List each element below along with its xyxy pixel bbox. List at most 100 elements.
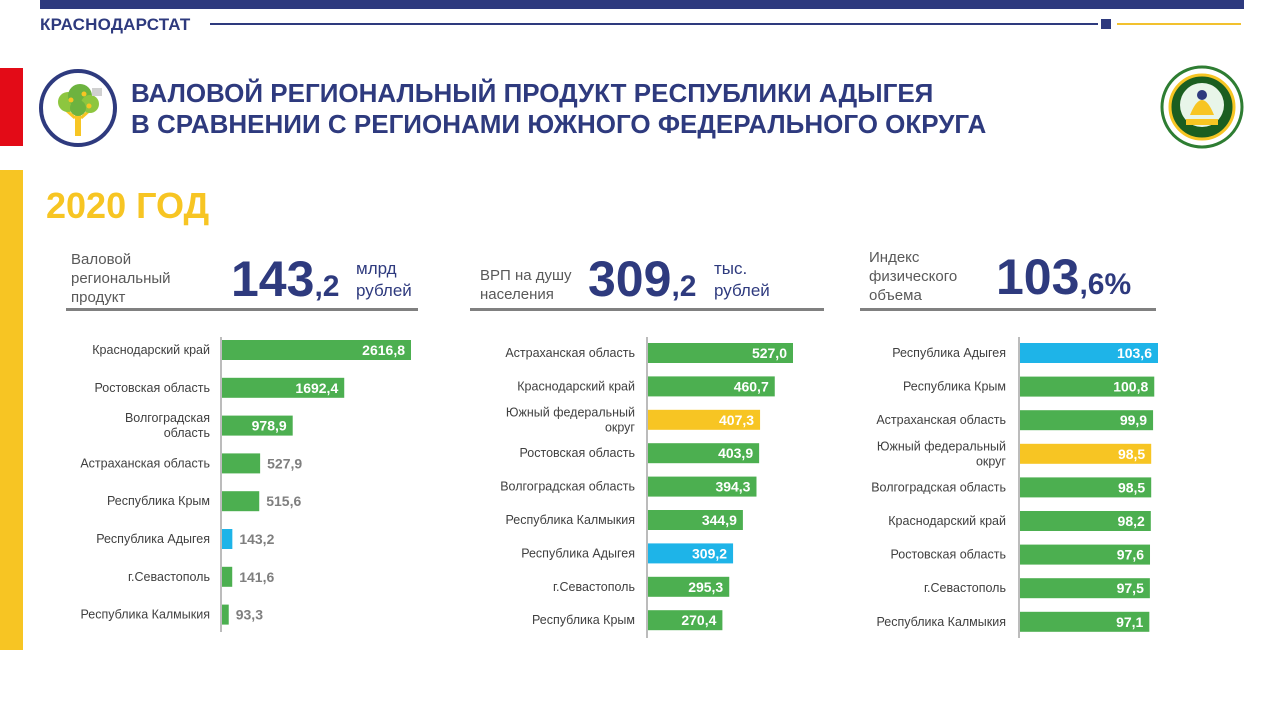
kpi-3-underline [860, 308, 1156, 311]
kpi-1-value-int: 143 [231, 251, 315, 307]
tree-logo-icon [39, 69, 117, 147]
chart-2-value-label: 344,9 [702, 512, 737, 528]
chart-1-category-label: Волгоградская [125, 411, 210, 425]
chart-2-bar [648, 343, 793, 363]
chart-3-bar [1020, 443, 1152, 464]
chart-2-value-label: 407,3 [719, 412, 754, 428]
chart-2-value-label: 309,2 [692, 545, 727, 561]
kpi-3-value: 103,6% [996, 248, 1131, 306]
chart-3-value-label: 99,9 [1120, 412, 1147, 428]
chart-1-bar [222, 415, 293, 436]
kpi-2-label-line: ВРП на душу [480, 267, 572, 284]
top-bar [40, 0, 1244, 9]
chart-1-bar [222, 529, 233, 549]
chart-2-value-label: 527,0 [752, 345, 787, 361]
kpi-1-label-line: Валовой [71, 251, 132, 268]
chart-2-bar [648, 476, 757, 497]
chart-3-value-label: 97,1 [1116, 614, 1143, 630]
chart-3-value-label: 100,8 [1113, 379, 1148, 395]
kpi-2-value: 309,2 [588, 250, 696, 308]
title-line-1: ВАЛОВОЙ РЕГИОНАЛЬНЫЙ ПРОДУКТ РЕСПУБЛИКИ … [131, 78, 934, 108]
chart-2-category-label: округ [605, 420, 635, 434]
chart-2-category-label: Астраханская область [505, 346, 635, 360]
chart-1-bar [222, 491, 260, 512]
kpi-2-label: ВРП на душу населения [480, 266, 572, 304]
kpi-3-label-line: физического [869, 268, 958, 285]
chart-1-value-label: 2616,8 [362, 342, 405, 358]
chart-2-category-label: Южный федеральный [506, 405, 635, 419]
yellow-accent-bar [0, 170, 23, 650]
chart-1-category-label: область [164, 426, 210, 440]
chart-3-category-label: Республика Калмыкия [876, 615, 1006, 629]
kpi-1-label: Валовой региональный продукт [71, 250, 171, 307]
chart-2-bar [648, 376, 775, 397]
kpi-2-value-frac: ,2 [671, 270, 697, 303]
chart-2-category-label: Краснодарский край [517, 379, 635, 393]
chart-1-value-label: 143,2 [239, 531, 274, 547]
chart-1-value-label: 978,9 [252, 418, 287, 434]
chart-2-value-label: 270,4 [681, 612, 716, 628]
kpi-1-unit-line: рублей [356, 281, 412, 300]
chart-3-value-label: 98,5 [1118, 479, 1145, 495]
brand-divider-accent [1117, 23, 1241, 25]
chart-1-bar [222, 453, 261, 474]
chart-3-bar [1020, 511, 1151, 531]
kpi-2-unit-line: тыс. [714, 259, 748, 278]
chart-3-value-label: 97,5 [1117, 580, 1144, 596]
chart-3-bar [1020, 477, 1152, 498]
red-accent-bar [0, 68, 23, 146]
chart-3-category-label: Республика Адыгея [892, 346, 1006, 360]
coat-of-arms-emblem-icon [1160, 65, 1244, 149]
kpi-2-label-line: населения [480, 286, 554, 303]
chart-3-category-label: округ [976, 454, 1006, 468]
kpi-3-value-int: 103 [996, 249, 1080, 305]
chart-1-bar [222, 566, 233, 587]
kpi-1-value: 143,2 [231, 250, 339, 308]
chart-1-bar [222, 377, 345, 398]
kpi-1-underline [66, 308, 418, 311]
kpi-3-label: Индекс физического объема [869, 248, 957, 305]
chart-3-category-label: г.Севастополь [924, 581, 1006, 595]
chart-2-bar [648, 543, 734, 564]
chart-3-category-label: Республика Крым [903, 380, 1006, 394]
kpi-2-unit: тыс. рублей [714, 258, 770, 302]
year-heading: 2020 ГОД [46, 185, 210, 226]
chart-1-category-label: г.Севастополь [128, 570, 210, 584]
kpi-3-label-line: Индекс [869, 249, 920, 266]
chart-2-bar [648, 409, 761, 430]
kpi-1-label-line: региональный [71, 270, 171, 287]
chart-1-category-label: Ростовская область [95, 381, 211, 395]
kpi-1-label-line: продукт [71, 289, 126, 306]
chart-2-bar [648, 510, 743, 530]
page-title: ВАЛОВОЙ РЕГИОНАЛЬНЫЙ ПРОДУКТ РЕСПУБЛИКИ … [131, 78, 986, 140]
chart-3-value-label: 97,6 [1117, 547, 1144, 563]
chart-3-category-label: Краснодарский край [888, 514, 1006, 528]
chart-2-value-label: 460,7 [734, 378, 769, 394]
chart-3-bar [1020, 376, 1155, 397]
chart-1-category-label: Республика Адыгея [96, 532, 210, 546]
chart-2-bar [648, 576, 730, 597]
chart-1-category-label: Краснодарский край [92, 343, 210, 357]
chart-1-value-label: 141,6 [239, 569, 274, 585]
chart-2-category-label: Республика Калмыкия [505, 513, 635, 527]
chart-3-value-label: 98,2 [1118, 513, 1145, 529]
chart-2-value-label: 295,3 [688, 579, 723, 595]
chart-3-bar [1020, 410, 1154, 431]
chart-1-value-label: 515,6 [266, 493, 301, 509]
brand-square [1101, 19, 1111, 29]
chart-3-value-label: 103,6 [1117, 345, 1152, 361]
chart-2-category-label: Ростовская область [520, 446, 636, 460]
kpi-2-underline [470, 308, 824, 311]
kpi-1-unit: млрд рублей [356, 258, 412, 302]
chart-3-bar [1020, 544, 1151, 565]
kpi-3-label-line: объема [869, 287, 922, 304]
chart-3-bar [1020, 611, 1150, 632]
title-line-2: В СРАВНЕНИИ С РЕГИОНАМИ ЮЖНОГО ФЕДЕРАЛЬН… [131, 109, 987, 139]
kpi-2-value-int: 309 [588, 251, 672, 307]
chart-3-bar [1020, 343, 1158, 363]
chart-3-value-label: 98,5 [1118, 446, 1145, 462]
brand-name: КРАСНОДАРСТАТ [40, 15, 191, 34]
chart-3-category-label: Южный федеральный [877, 439, 1006, 453]
chart-1-value-label: 1692,4 [295, 380, 338, 396]
